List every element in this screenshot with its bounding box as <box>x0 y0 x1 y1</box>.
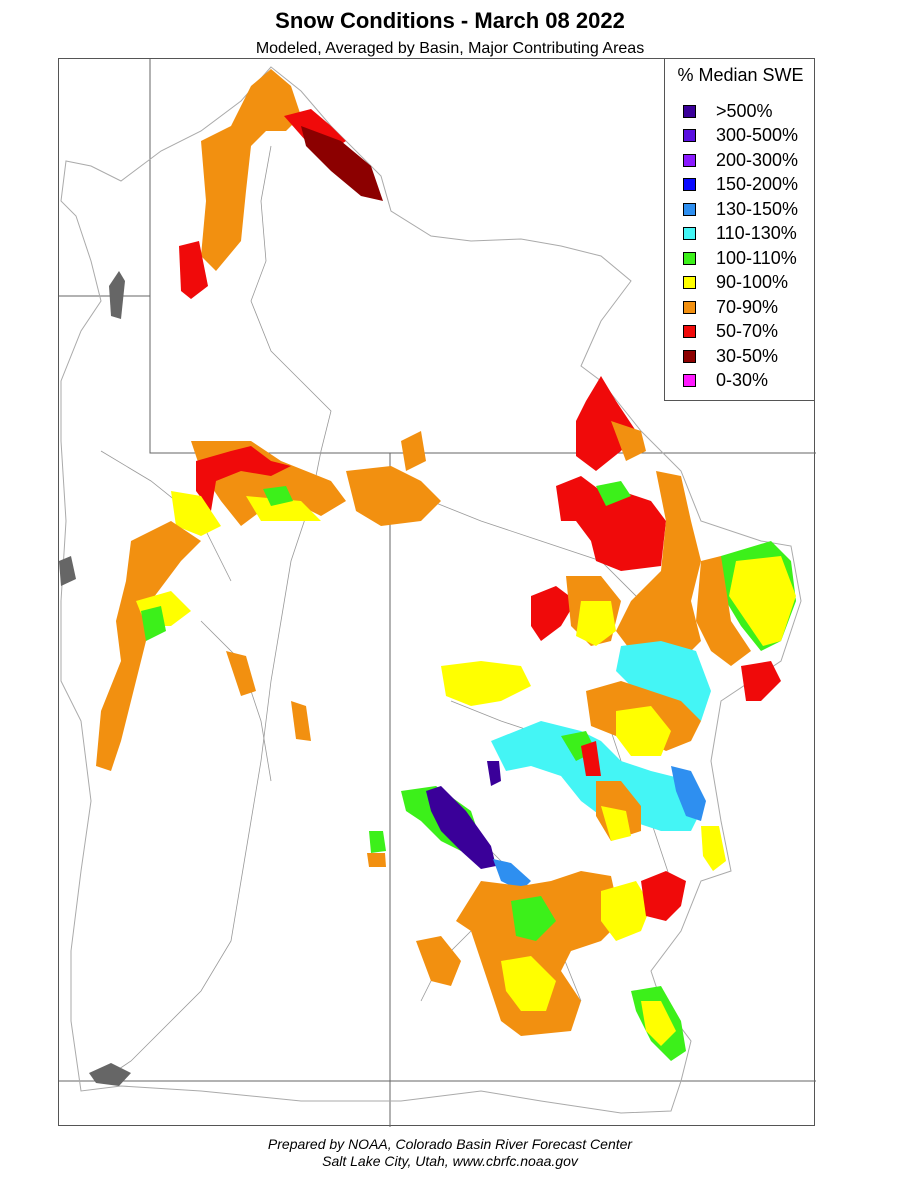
legend-label: 200-300% <box>716 149 799 170</box>
region-yellow-south-mid <box>601 806 631 841</box>
legend-label: 50-70% <box>716 321 779 342</box>
footer-line-2: Salt Lake City, Utah, www.cbrfc.noaa.gov <box>322 1153 578 1169</box>
region-green-sj-south <box>511 896 556 941</box>
legend-label: 90-100% <box>716 272 789 293</box>
region-red-east <box>741 661 781 701</box>
legend-item: 100-110% <box>683 246 798 271</box>
region-purple-sj <box>426 786 496 869</box>
legend-item: 200-300% <box>683 148 798 173</box>
region-red-co-mid <box>556 476 666 571</box>
region-yellow-sj-south <box>501 956 556 1011</box>
legend-item: 300-500% <box>683 124 798 149</box>
region-purple-small <box>487 761 501 786</box>
region-cyan-central <box>616 641 711 721</box>
region-darkred-north <box>301 126 383 201</box>
region-blue-south <box>671 766 706 821</box>
region-red-west-wy <box>179 241 208 299</box>
legend-item: 0-30% <box>683 369 798 394</box>
region-yellow-far-se <box>641 1001 676 1046</box>
legend-item: 110-130% <box>683 222 798 247</box>
region-red-small-south <box>581 741 601 776</box>
legend-item: 50-70% <box>683 320 798 345</box>
legend-swatch <box>683 153 696 167</box>
region-green-small <box>369 831 386 853</box>
legend-label: 100-110% <box>716 247 797 268</box>
region-yellow-se <box>701 826 726 871</box>
region-red-co-west <box>531 586 576 641</box>
legend-label: 150-200% <box>716 174 799 195</box>
footer-credit: Prepared by NOAA, Colorado Basin River F… <box>0 1136 900 1170</box>
region-orange-south-central <box>291 701 311 741</box>
region-orange-sj <box>456 871 621 1036</box>
legend-swatch <box>683 349 696 363</box>
region-yellow-east <box>729 556 796 646</box>
legend-item: 70-90% <box>683 295 798 320</box>
legend-swatch <box>683 325 696 339</box>
region-green-co-mid <box>596 481 631 506</box>
region-orange-sw <box>416 936 461 986</box>
region-orange-small <box>367 853 386 867</box>
legend-title: % Median SWE <box>677 65 804 85</box>
basin-outline <box>60 66 802 1114</box>
legend-items: >500% 300-500% 200-300% 150-200% 130-150… <box>683 99 798 393</box>
region-yellow-central-co <box>616 706 671 756</box>
region-orange-co-east <box>616 471 701 661</box>
legend-swatch <box>683 300 696 314</box>
map-legend: % Median SWE >500% 300-500% 200-300% 150… <box>664 58 815 401</box>
region-orange-north <box>201 69 301 271</box>
legend-label: 300-500% <box>716 125 799 146</box>
legend-swatch <box>683 178 696 192</box>
legend-item: 30-50% <box>683 344 798 369</box>
region-orange-uinta-east <box>346 466 441 526</box>
legend-label: 130-150% <box>716 198 799 219</box>
map-title: Snow Conditions - March 08 2022 <box>275 8 625 33</box>
legend-item: 130-150% <box>683 197 798 222</box>
legend-label: 30-50% <box>716 345 779 366</box>
legend-item: >500% <box>683 99 798 124</box>
legend-swatch <box>683 374 696 388</box>
legend-item: 150-200% <box>683 173 798 198</box>
region-orange-peak <box>401 431 426 471</box>
region-orange-wasatch <box>96 521 201 771</box>
lakes <box>59 271 131 1086</box>
region-yellow-uinta-b <box>246 496 321 521</box>
region-yellow-uinta <box>171 491 221 536</box>
region-red-se <box>641 871 686 921</box>
region-green-wasatch <box>141 606 166 641</box>
swe-regions <box>96 69 796 1061</box>
legend-swatch <box>683 129 696 143</box>
region-yellow-lowland <box>441 661 531 706</box>
region-red-uinta <box>196 446 291 511</box>
footer-line-1: Prepared by NOAA, Colorado Basin River F… <box>267 1136 633 1152</box>
region-orange-central <box>226 651 256 696</box>
legend-swatch <box>683 227 696 241</box>
legend-label: 0-30% <box>716 370 769 391</box>
legend-label: 110-130% <box>716 223 797 244</box>
map-subtitle: Modeled, Averaged by Basin, Major Contri… <box>255 40 645 57</box>
legend-item: 90-100% <box>683 271 798 296</box>
legend-swatch <box>683 276 696 290</box>
snow-map <box>59 59 816 1127</box>
legend-swatch <box>683 251 696 265</box>
region-blue-sj <box>493 859 531 891</box>
legend-label: 70-90% <box>716 296 779 317</box>
legend-label: >500% <box>716 100 773 121</box>
region-yellow-co-west <box>576 601 616 646</box>
region-yellow-se-mid <box>601 881 651 941</box>
region-orange-east-edge <box>696 556 751 666</box>
legend-swatch <box>683 202 696 216</box>
region-green-uinta <box>263 486 293 506</box>
legend-swatch <box>683 104 696 118</box>
region-orange-co-north <box>611 421 646 461</box>
